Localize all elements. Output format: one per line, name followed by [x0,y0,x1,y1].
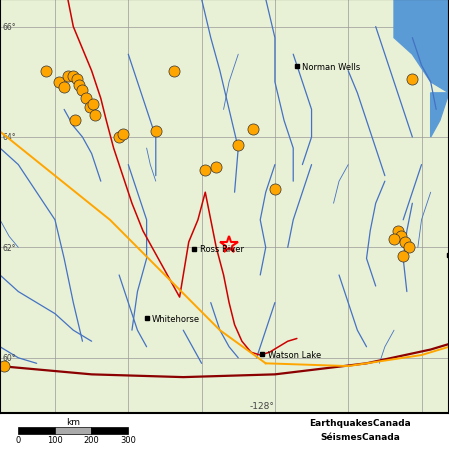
Bar [55,427,91,434]
Text: Whitehorse: Whitehorse [152,314,200,323]
Bar [18,427,55,434]
Text: 66°: 66° [3,23,16,32]
Text: EarthquakesCanada: EarthquakesCanada [309,419,411,428]
Polygon shape [431,94,449,138]
Bar [91,427,128,434]
Text: 0: 0 [15,435,21,444]
Text: SéismesCanada: SéismesCanada [320,432,400,442]
Polygon shape [394,0,449,94]
Text: Norman Wells: Norman Wells [302,63,361,72]
Text: 100: 100 [47,435,62,444]
Text: -128°: -128° [250,401,274,410]
Text: 62°: 62° [3,243,16,252]
Text: km: km [66,417,80,426]
Text: 200: 200 [84,435,99,444]
Text: 64°: 64° [3,133,16,142]
Text: Ross River: Ross River [200,245,244,253]
Text: 60°: 60° [3,353,16,363]
Text: 300: 300 [120,435,136,444]
Text: Watson Lake: Watson Lake [268,350,321,359]
